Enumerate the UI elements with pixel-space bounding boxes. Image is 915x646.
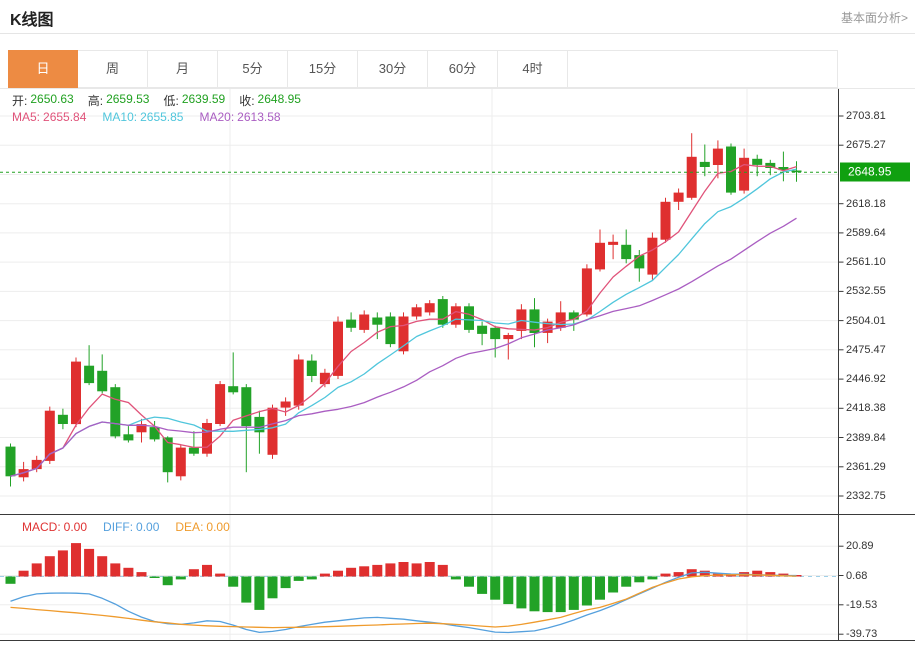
period-tabbar: 日周月 5分 15分 30分 60分 4时 [8, 50, 838, 88]
tab-月[interactable]: 月 [148, 51, 218, 87]
price-tick-label: 2475.47 [846, 343, 886, 356]
title-divider [0, 33, 915, 34]
tab-4时[interactable]: 4时 [498, 51, 568, 87]
tabbar-divider [0, 88, 915, 89]
ohlc-readout: 开: 2650.63 高: 2659.53 低: 2639.59 收: 2648.95 [12, 92, 301, 109]
close-label: 收: [239, 94, 255, 108]
price-tick-label: 2589.64 [846, 226, 886, 239]
fundamental-analysis-link[interactable]: 基本面分析> [840, 11, 908, 25]
tab-30分[interactable]: 30分 [358, 51, 428, 87]
open-value: 2650.63 [30, 92, 74, 106]
high-value: 2659.53 [106, 92, 150, 106]
price-tick-label: 2418.38 [846, 402, 886, 415]
macd-readout: MACD: 0.00 DIFF: 0.00 DEA: 0.00 [22, 520, 230, 534]
close-value: 2648.95 [257, 92, 301, 106]
diff-value: 0.00 [136, 520, 160, 534]
price-tick-label: 2361.29 [846, 460, 886, 473]
current-price-tag: 2648.95 [840, 162, 910, 182]
macd-tick-label: 0.68 [846, 569, 868, 582]
price-tick-label: 2703.81 [846, 110, 886, 122]
macd-tick-label: 20.89 [846, 540, 874, 553]
low-value: 2639.59 [181, 92, 226, 106]
tab-日[interactable]: 日 [8, 50, 78, 88]
ma20-label: MA20: [199, 110, 235, 124]
price-tick-label: 2675.27 [846, 139, 886, 152]
price-tick-label: 2446.92 [846, 373, 886, 386]
macd-value: 0.00 [63, 520, 88, 534]
dea-value: 0.00 [206, 520, 230, 534]
ma5-value: 2655.84 [43, 110, 87, 124]
diff-label: DIFF: [103, 520, 134, 534]
tab-60分[interactable]: 60分 [428, 51, 498, 87]
price-tick-label: 2332.75 [846, 489, 886, 502]
ma5-label: MA5: [12, 110, 41, 124]
ma-readout: MA5: 2655.84 MA10: 2655.85 MA20: 2613.58 [12, 110, 281, 124]
page-title: K线图 [10, 12, 54, 29]
tab-5分[interactable]: 5分 [218, 51, 288, 87]
price-tick-label: 2618.18 [846, 197, 886, 210]
macd-tick-label: -39.73 [846, 628, 878, 641]
tab-周[interactable]: 周 [78, 51, 148, 87]
macd-label: MACD: [22, 520, 61, 534]
tab-15分[interactable]: 15分 [288, 51, 358, 87]
price-tick-label: 2504.01 [846, 314, 886, 327]
low-label: 低: [163, 94, 179, 108]
high-label: 高: [87, 94, 104, 108]
price-tick-label: 2532.55 [846, 285, 886, 298]
price-tick-label: 2389.84 [846, 431, 886, 444]
dea-label: DEA: [175, 520, 204, 534]
macd-tick-label: -19.53 [846, 598, 878, 611]
open-label: 开: [12, 94, 28, 108]
ma10-label: MA10: [102, 110, 138, 124]
ma10-value: 2655.85 [140, 110, 184, 124]
price-tick-label: 2561.10 [846, 256, 886, 269]
ma20-value: 2613.58 [237, 110, 281, 124]
